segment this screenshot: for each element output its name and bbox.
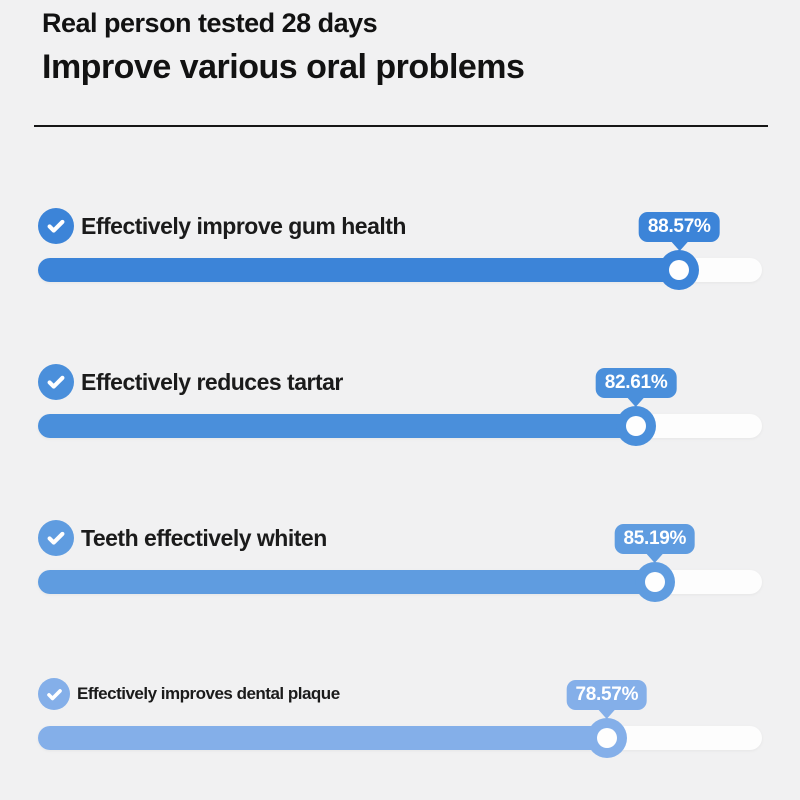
progress-fill [38, 570, 655, 594]
row-header: Teeth effectively whiten [38, 520, 762, 556]
progress-bar: 82.61% [38, 368, 762, 446]
progress-bar: 78.57% [38, 680, 762, 758]
progress-row-dental-plaque: Effectively improves dental plaque 78.57… [38, 676, 762, 758]
progress-row-tartar: Effectively reduces tartar 82.61% [38, 364, 762, 446]
value-text: 85.19% [623, 528, 687, 549]
row-header: Effectively improve gum health [38, 208, 762, 244]
check-icon [38, 678, 70, 710]
metric-label: Teeth effectively whiten [81, 524, 327, 551]
header: Real person tested 28 days Improve vario… [0, 0, 800, 87]
header-subtitle: Real person tested 28 days [42, 8, 378, 38]
check-icon [38, 520, 74, 556]
progress-knob [616, 406, 657, 446]
progress-row-whitening: Teeth effectively whiten 85.19% [38, 520, 762, 602]
progress-bar: 88.57% [38, 212, 762, 290]
value-badge: 85.19% [614, 524, 696, 563]
badge-tail-icon [646, 554, 663, 563]
badge-tail-icon [628, 398, 645, 407]
badge-tail-icon [671, 242, 688, 251]
row-header: Effectively improves dental plaque [38, 676, 762, 712]
row-header: Effectively reduces tartar [38, 364, 762, 400]
metric-label: Effectively improve gum health [81, 212, 406, 239]
check-icon [38, 364, 74, 400]
progress-fill [38, 258, 680, 282]
progress-bar: 85.19% [38, 524, 762, 602]
badge-tail-icon [598, 710, 615, 719]
header-title: Improve various oral problems [42, 48, 525, 86]
progress-knob [634, 562, 675, 602]
progress-fill [38, 414, 637, 438]
metric-label: Effectively improves dental plaque [77, 684, 340, 703]
value-text: 82.61% [604, 372, 668, 393]
progress-knob [586, 718, 627, 758]
value-badge: 82.61% [595, 368, 677, 407]
metric-label: Effectively reduces tartar [81, 368, 343, 395]
value-badge: 78.57% [566, 680, 648, 719]
value-badge: 88.57% [638, 212, 720, 251]
value-text: 78.57% [575, 684, 639, 705]
progress-row-gum-health: Effectively improve gum health 88.57% [38, 208, 762, 290]
progress-knob [659, 250, 700, 290]
check-icon [38, 208, 74, 244]
value-text: 88.57% [647, 216, 711, 237]
progress-fill [38, 726, 607, 750]
divider [34, 125, 768, 127]
